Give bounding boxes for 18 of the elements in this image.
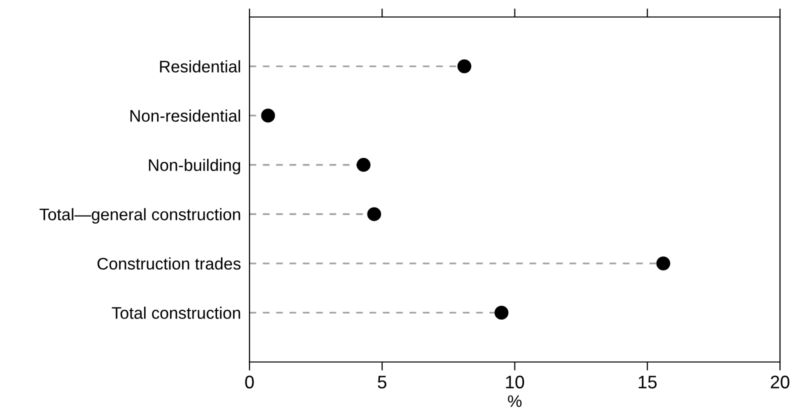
point [457,59,472,74]
x-tick-label: 10 [506,376,524,388]
y-tick-label: Non-residential [130,110,240,122]
point [367,207,382,222]
x-axis-title: % [508,395,522,407]
x-tick-label: 20 [770,376,790,388]
y-tick-label: Total—general construction [40,208,240,224]
y-tick-label: Non-building [148,158,240,174]
x-tick-label: 5 [378,376,386,388]
x-tick-label: 15 [638,376,657,388]
y-tick-label: Total construction [112,306,240,319]
point [356,158,370,172]
y-tick-label: Residential [160,60,240,72]
x-tick-label: 0 [245,376,254,388]
point [261,108,276,123]
y-tick-label: Construction trades [98,257,241,270]
point [494,306,508,320]
point [656,256,670,270]
